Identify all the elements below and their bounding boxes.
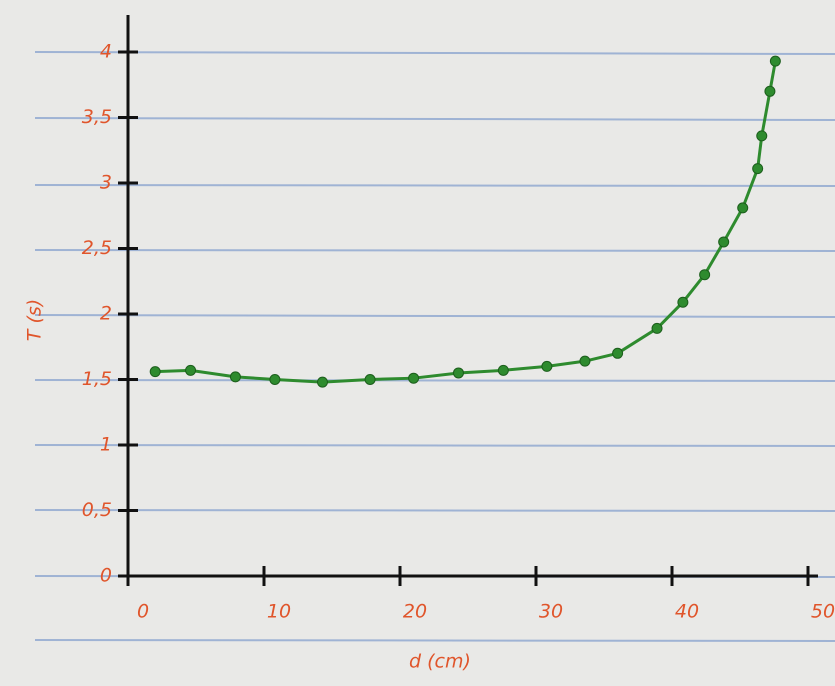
x-tick-label: 40	[675, 601, 699, 623]
data-point	[769, 55, 781, 67]
data-point	[756, 130, 768, 142]
data-point	[737, 202, 749, 214]
y-tick-label: 1	[100, 434, 112, 456]
data-point	[677, 296, 689, 308]
y-tick-label: 1,5	[82, 368, 112, 390]
y-tick-label: 3,5	[82, 106, 112, 128]
y-tick-label: 4	[100, 41, 112, 63]
y-tick-label: 3	[100, 172, 112, 194]
y-tick-label: 0,5	[82, 499, 112, 521]
data-point	[497, 364, 509, 376]
x-tick-label: 20	[403, 601, 427, 623]
y-axis-label: T (s)	[24, 299, 46, 341]
data-point	[316, 376, 328, 388]
x-axis-label: d (cm)	[409, 651, 471, 673]
data-point	[612, 347, 624, 359]
data-point	[364, 374, 376, 385]
data-point	[269, 374, 281, 385]
x-tick-label: 10	[267, 601, 291, 623]
x-tick-label: 30	[539, 601, 563, 623]
x-tick-label: 50	[811, 601, 835, 623]
y-tick-label: 2,5	[82, 237, 112, 259]
y-tick-label: 2	[100, 303, 112, 325]
x-tick-label: 0	[137, 601, 149, 623]
data-point	[185, 364, 197, 376]
y-tick-label: 0	[100, 565, 112, 587]
data-point	[752, 163, 764, 175]
data-point	[718, 236, 730, 248]
data-point	[149, 366, 161, 378]
data-point	[764, 85, 776, 97]
data-point	[699, 269, 711, 281]
data-point	[452, 367, 464, 379]
data-point	[579, 355, 591, 367]
data-point	[651, 322, 663, 334]
data-point	[229, 371, 241, 383]
data-point	[541, 360, 553, 372]
data-point	[408, 372, 420, 384]
